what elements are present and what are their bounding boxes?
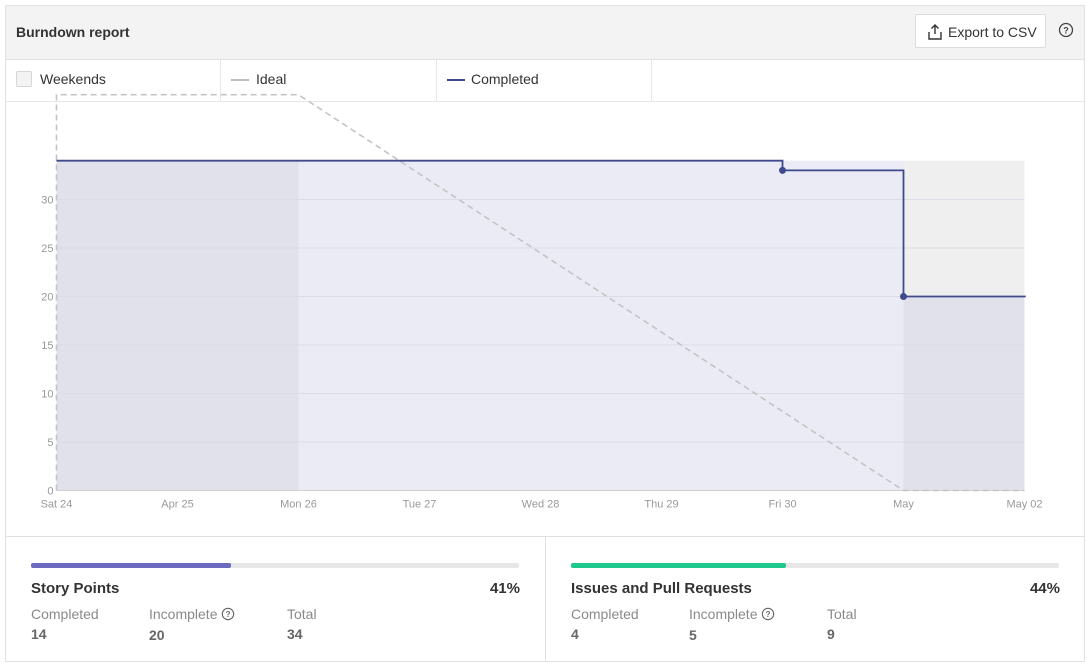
y-tick-label: 5 [47,437,53,449]
issues-total-value: 9 [827,626,835,642]
story-title: Story Points [31,580,120,597]
story-total-value: 34 [287,626,303,642]
legend-completed-label: Completed [471,71,539,87]
share-upload-icon [928,24,942,40]
issues-completed-label: Completed [571,606,639,622]
question-circle-icon[interactable]: ? [1058,22,1074,38]
weekend-band [56,160,299,491]
summary-section: Story Points 41% Completed Incomplete? T… [6,536,1084,662]
x-tick-label: Sat 24 [41,499,73,511]
story-total-label: Total [287,606,317,622]
svg-text:?: ? [1063,25,1069,35]
issues-completed-value: 4 [571,626,579,642]
chart-legend: Weekends Ideal Completed [6,59,1084,102]
ideal-swatch [231,79,249,81]
story-incomplete-value: 20 [149,627,165,643]
completed-swatch [447,79,465,81]
issues-card: Issues and Pull Requests 44% Completed I… [545,537,1085,662]
ideal-line [55,93,1025,492]
burndown-chart: 0 5 10 15 20 25 30 Sat 24 Apr 25 Mon 26 Tue 27 Wed … [41,93,1043,511]
story-completed-label: Completed [31,606,99,622]
legend-completed[interactable]: Completed [437,59,652,101]
export-csv-label: Export to CSV [948,24,1037,40]
issues-percent: 44% [1029,580,1060,597]
x-tick-label: May [893,499,914,511]
legend-weekends[interactable]: Weekends [6,59,221,101]
x-tick-label: Tue 27 [403,499,437,511]
y-tick-label: 25 [41,243,53,255]
story-completed-value: 14 [31,626,47,642]
completed-line [56,159,1026,298]
x-tick-label: Fri 30 [768,499,796,511]
story-incomplete-label: Incomplete [149,606,218,622]
svg-text:?: ? [226,610,231,619]
svg-text:?: ? [766,610,771,619]
legend-ideal[interactable]: Ideal [221,59,437,101]
issues-title: Issues and Pull Requests [571,580,752,597]
issues-progress-track [571,563,1059,568]
issues-incomplete-value: 5 [689,627,697,643]
story-progress-track [31,563,519,568]
story-percent: 41% [489,580,520,597]
question-circle-icon[interactable]: ? [221,607,235,621]
page-title: Burndown report [16,24,130,40]
story-incomplete-label-wrap: Incomplete? [149,606,235,622]
report-header: Burndown report Export to CSV ? [6,6,1084,60]
weekends-swatch [16,71,32,87]
issues-progress-fill [571,563,786,568]
story-points-card: Story Points 41% Completed Incomplete? T… [6,537,545,662]
legend-weekends-label: Weekends [40,71,106,87]
story-progress-fill [31,563,232,568]
completed-marker [779,166,786,174]
issues-incomplete-label: Incomplete [689,606,758,622]
legend-ideal-label: Ideal [256,71,287,87]
completed-marker [900,293,907,300]
x-tick-label: May 02 [1006,499,1042,511]
issues-total-label: Total [827,606,857,622]
question-circle-icon[interactable]: ? [761,607,775,621]
y-tick-label: 30 [41,195,53,207]
issues-incomplete-label-wrap: Incomplete? [689,606,775,622]
x-tick-label: Wed 28 [522,499,560,511]
burndown-panel: Burndown report Export to CSV ? Weekends… [5,5,1085,662]
x-tick-label: Apr 25 [161,499,193,511]
x-tick-label: Thu 29 [644,499,678,511]
y-tick-label: 15 [41,340,53,352]
y-tick-label: 20 [41,292,53,304]
y-tick-label: 0 [47,486,53,498]
x-tick-label: Mon 26 [280,499,317,511]
y-tick-label: 10 [41,389,53,401]
export-csv-button[interactable]: Export to CSV [915,14,1046,48]
